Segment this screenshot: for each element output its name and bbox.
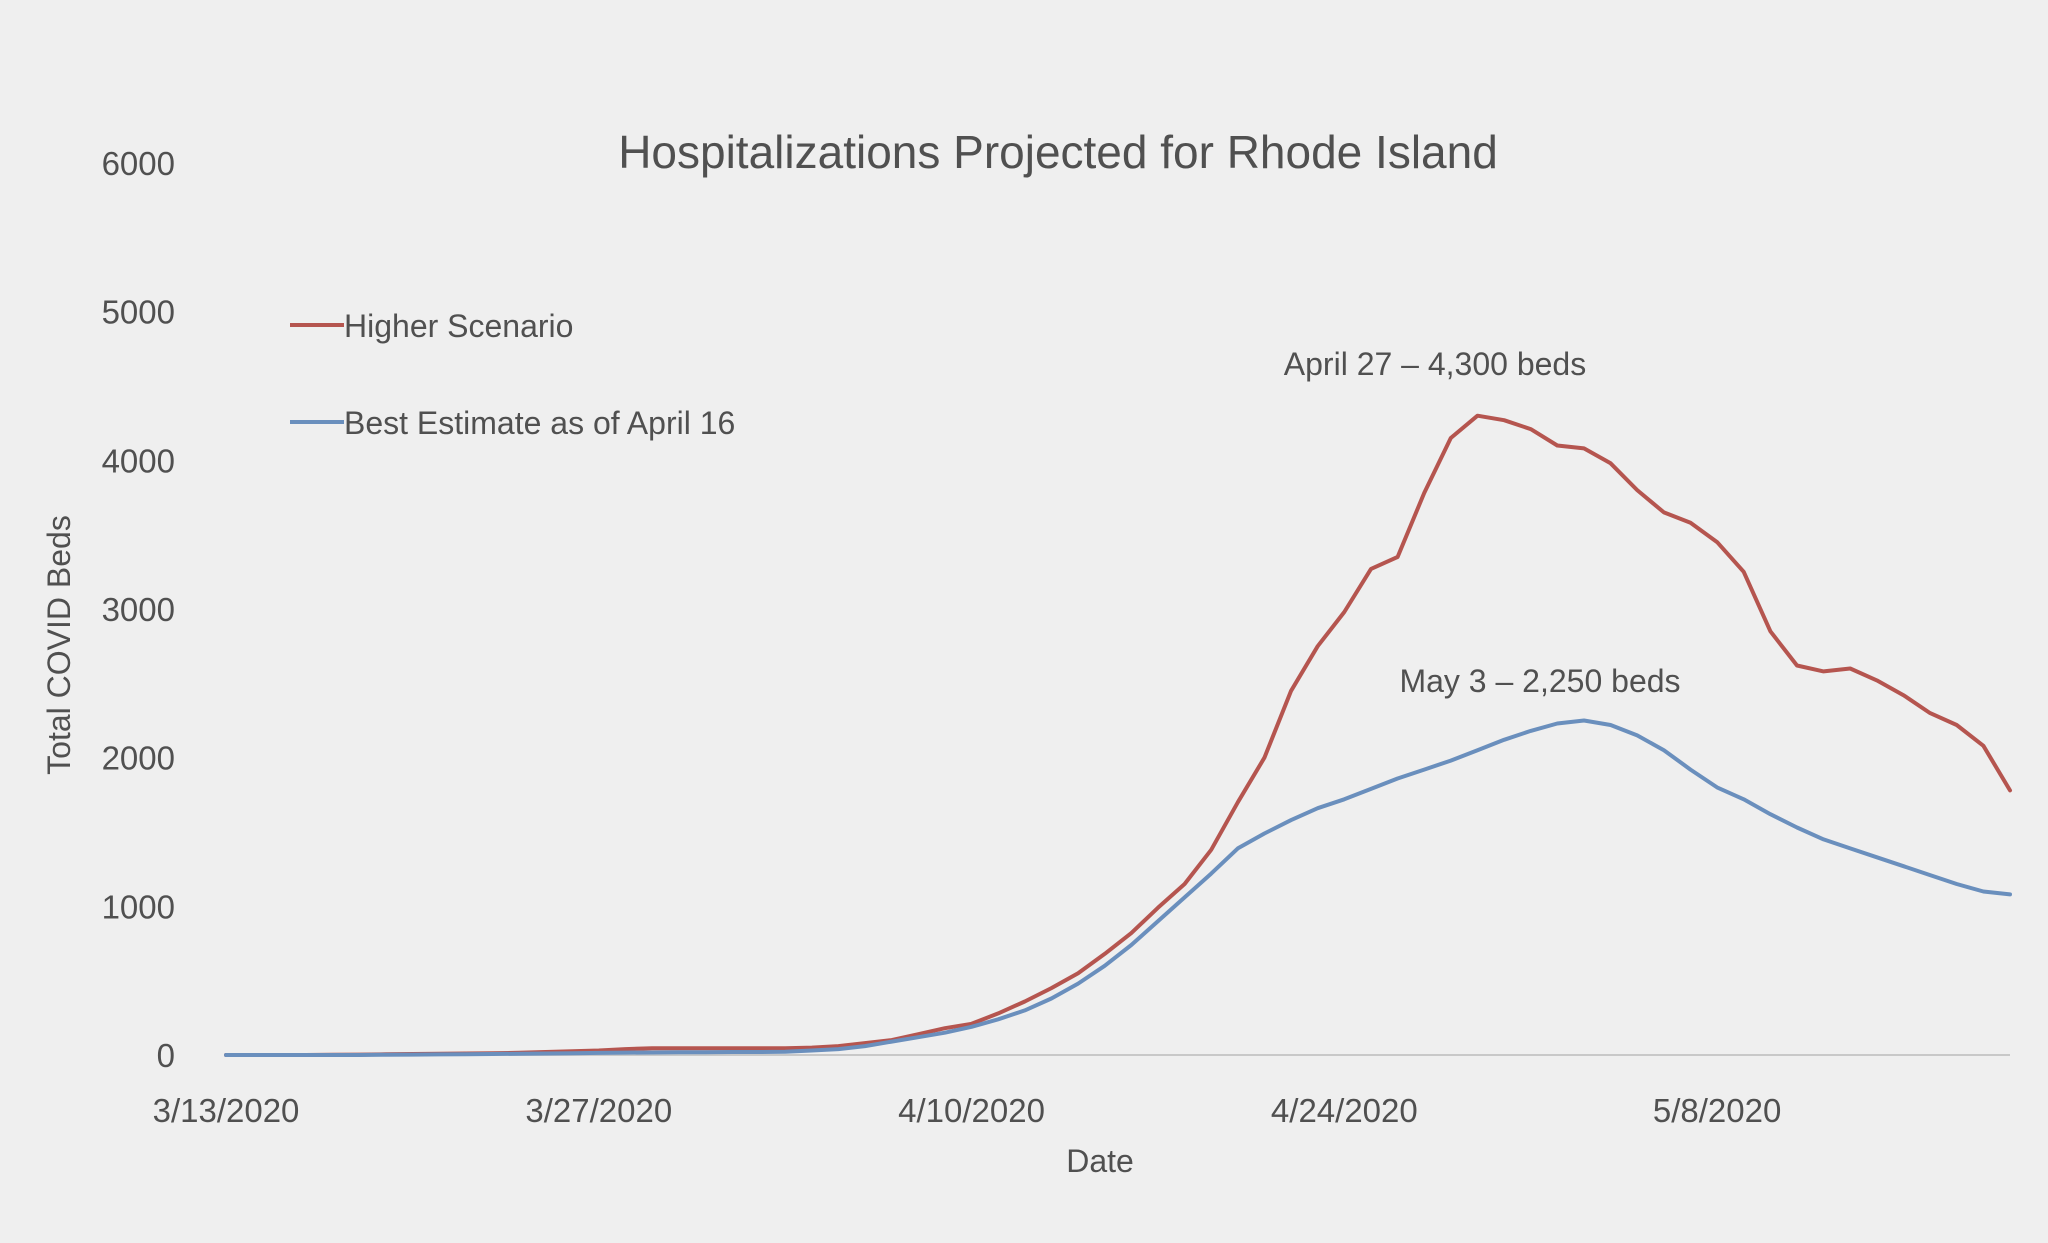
x-axis-label: Date (1066, 1143, 1134, 1179)
x-tick-label: 3/13/2020 (153, 1092, 300, 1129)
x-tick-label: 4/10/2020 (898, 1092, 1045, 1129)
y-axis-label: Total COVID Beds (41, 515, 77, 775)
series-line-higher-scenario (224, 413, 2012, 1057)
annotation-peak-best: May 3 – 2,250 beds (1399, 663, 1680, 699)
chart-title: Hospitalizations Projected for Rhode Isl… (618, 126, 1498, 178)
legend: Higher Scenario Best Estimate as of Apri… (290, 308, 735, 441)
x-tick-label: 5/8/2020 (1653, 1092, 1781, 1129)
y-tick-label: 2000 (102, 740, 175, 777)
legend-label-best-estimate: Best Estimate as of April 16 (344, 405, 735, 441)
y-tick-label: 4000 (102, 442, 175, 479)
legend-label-higher-scenario: Higher Scenario (344, 308, 573, 344)
y-tick-label: 6000 (102, 145, 175, 182)
annotation-peak-higher: April 27 – 4,300 beds (1284, 346, 1586, 382)
x-tick-label: 4/24/2020 (1271, 1092, 1418, 1129)
y-tick-label: 5000 (102, 294, 175, 331)
y-axis-ticks: 0 1000 2000 3000 4000 5000 6000 (102, 145, 175, 1074)
series-layer (224, 413, 2012, 1057)
y-tick-label: 3000 (102, 591, 175, 628)
x-axis-ticks: 3/13/2020 3/27/2020 4/10/2020 4/24/2020 5/8/… (153, 1092, 1782, 1129)
y-tick-label: 1000 (102, 888, 175, 925)
y-tick-label: 0 (157, 1037, 175, 1074)
x-tick-label: 3/27/2020 (525, 1092, 672, 1129)
series-line-best-estimate (224, 718, 2012, 1057)
